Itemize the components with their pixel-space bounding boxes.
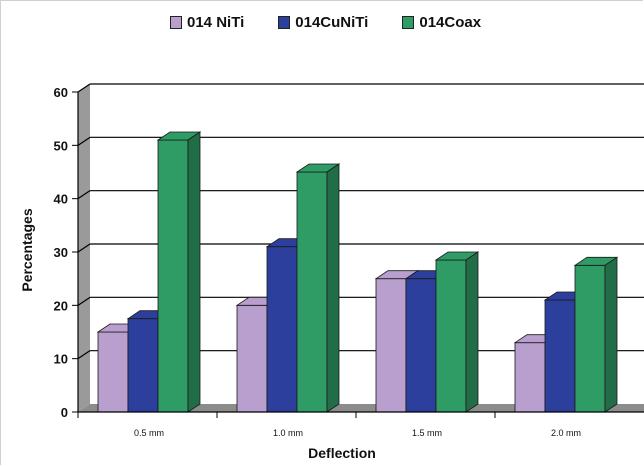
bar [97, 331, 129, 413]
bar [236, 304, 268, 413]
y-tick-label: 0 [61, 405, 68, 420]
legend-swatch-coax [402, 16, 415, 29]
bar [544, 299, 576, 413]
legend-label-niti: 014 NiTi [187, 14, 245, 31]
x-tick-label: 1.5 mm [412, 428, 442, 438]
bar [266, 246, 298, 413]
axes: 0 10 20 30 40 50 60 0.5 mm 1.0 mm 1.5 mm 2.0 mm [54, 85, 644, 438]
gridline-diag [77, 350, 91, 360]
legend-swatch-niti [170, 16, 182, 29]
bar [514, 342, 546, 413]
y-tick-label: 50 [54, 138, 68, 153]
bar [435, 259, 467, 413]
bar [574, 264, 606, 413]
bars [96, 131, 619, 413]
bar-side [187, 131, 201, 413]
bar [405, 278, 437, 413]
x-axis-label: Deflection [308, 445, 376, 461]
bar [375, 278, 407, 413]
x-tick-label: 2.0 mm [551, 428, 581, 438]
bar [157, 139, 189, 413]
gridline-diag [77, 190, 91, 200]
chart-legend: 014 NiTi 014CuNiTi 014Coax [170, 14, 481, 31]
legend-swatch-cuniti [278, 16, 291, 29]
x-tick-label: 1.0 mm [273, 428, 303, 438]
bar-side [326, 163, 340, 413]
legend-item-niti: 014 NiTi [170, 14, 244, 31]
bar [296, 171, 328, 413]
legend-item-coax: 014Coax [402, 14, 481, 31]
gridline-diag [77, 243, 91, 253]
x-tick-label: 0.5 mm [134, 428, 164, 438]
legend-item-cuniti: 014CuNiTi [278, 14, 368, 31]
y-axis-label: Percentages [19, 208, 35, 291]
y-tick-label: 60 [54, 85, 68, 100]
gridline-diag [77, 83, 91, 93]
legend-label-coax: 014Coax [419, 14, 482, 31]
bar [127, 318, 159, 413]
y-tick-label: 10 [54, 352, 68, 367]
bar-side [604, 256, 618, 413]
gridline-diag [77, 296, 91, 306]
y-tick-label: 40 [54, 192, 68, 207]
bar-side [465, 251, 479, 413]
y-tick-label: 30 [54, 245, 68, 260]
y-tick-label: 20 [54, 298, 68, 313]
gridline-diag [77, 136, 91, 146]
legend-label-cuniti: 014CuNiTi [295, 14, 369, 31]
floor [78, 404, 644, 412]
